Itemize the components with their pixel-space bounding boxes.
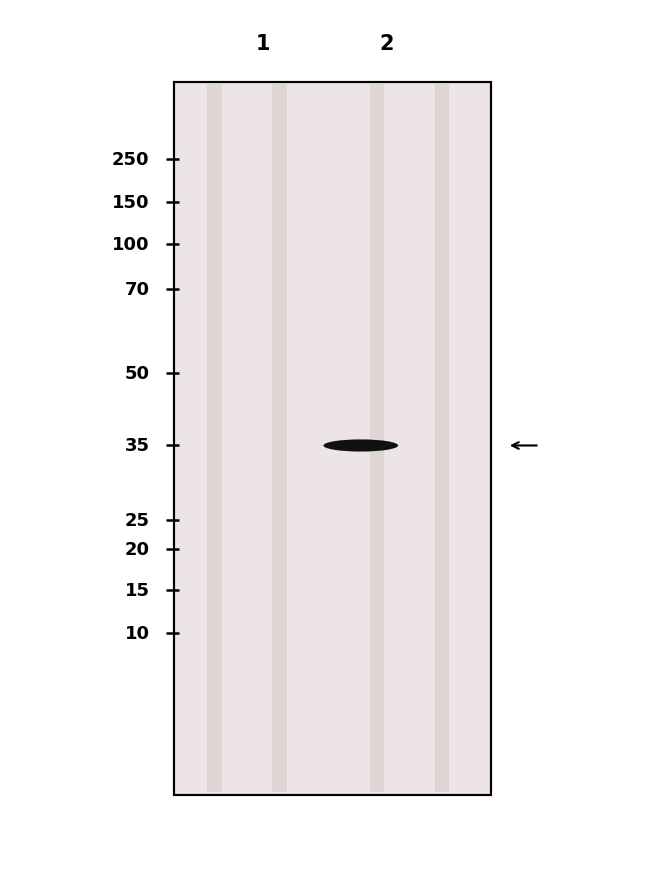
- Text: 100: 100: [112, 236, 150, 254]
- Text: 15: 15: [125, 580, 150, 599]
- Bar: [272, 85, 287, 793]
- Bar: [174, 83, 491, 795]
- Bar: [370, 85, 384, 793]
- Text: 70: 70: [125, 280, 150, 298]
- Text: 35: 35: [125, 437, 150, 455]
- Ellipse shape: [324, 440, 398, 452]
- Bar: [207, 85, 222, 793]
- Text: 25: 25: [125, 512, 150, 530]
- Bar: [174, 83, 491, 795]
- Text: 250: 250: [112, 150, 150, 169]
- Text: 150: 150: [112, 193, 150, 211]
- Text: 1: 1: [256, 34, 270, 53]
- Text: 50: 50: [125, 364, 150, 382]
- Text: 2: 2: [380, 34, 394, 53]
- Bar: [435, 85, 449, 793]
- Text: 20: 20: [125, 541, 150, 558]
- Text: 10: 10: [125, 625, 150, 642]
